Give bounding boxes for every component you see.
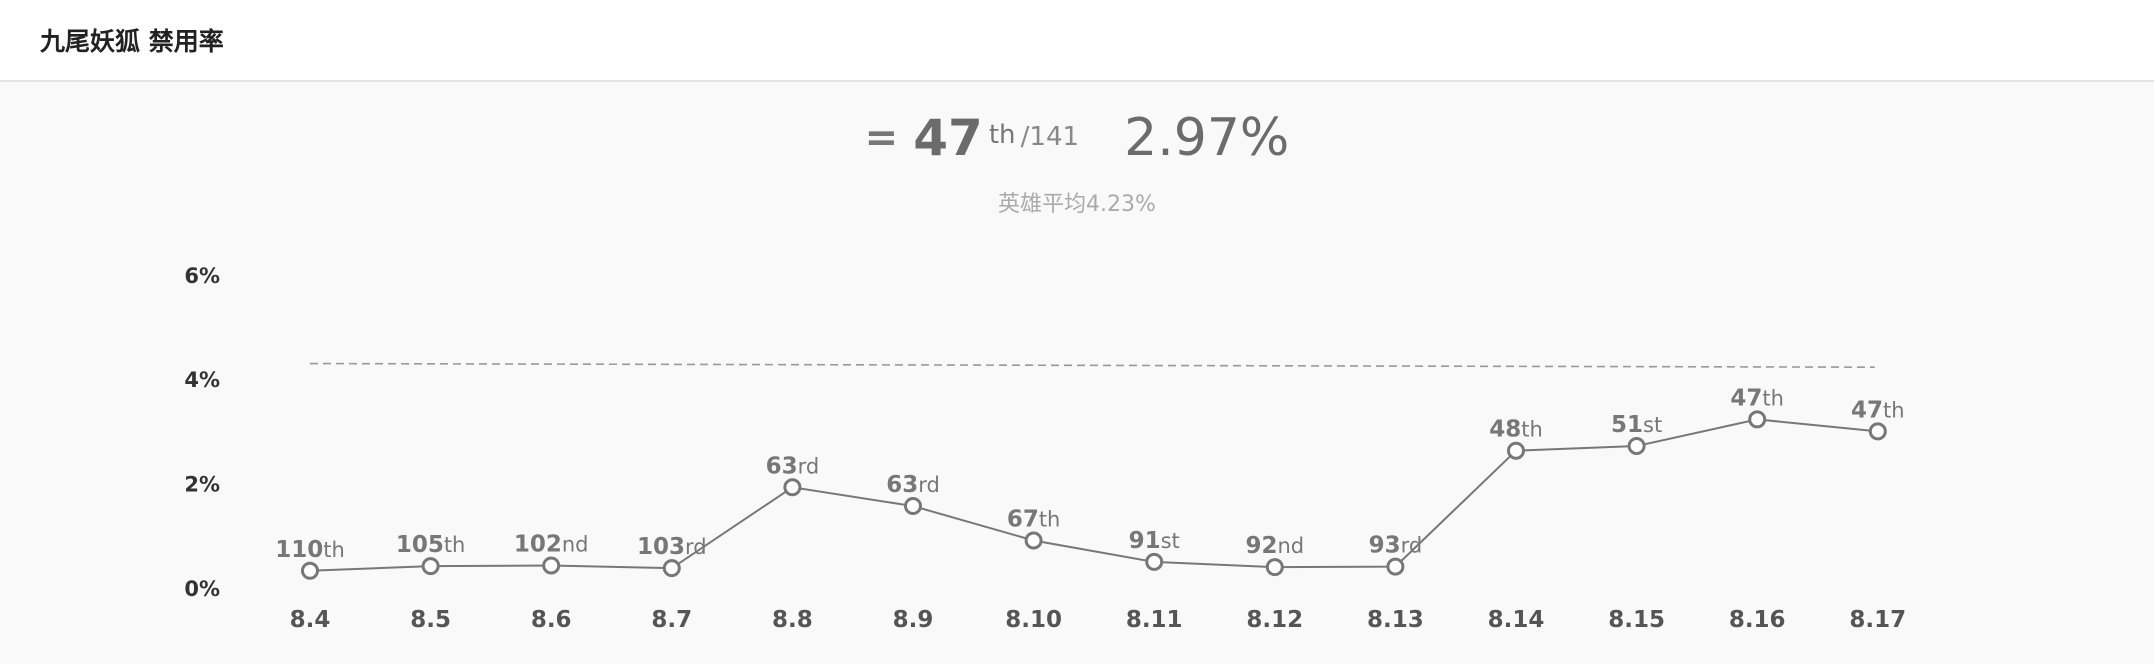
x-tick-label: 8.9 xyxy=(893,607,934,633)
y-tick-label: 2% xyxy=(184,473,220,497)
trend-indicator: = xyxy=(864,115,899,161)
data-point[interactable] xyxy=(1507,441,1525,460)
rank-label: 63rd xyxy=(766,453,820,479)
x-tick-label: 8.16 xyxy=(1729,607,1786,633)
data-point[interactable] xyxy=(1145,552,1164,571)
data-point[interactable] xyxy=(542,556,561,575)
data-point[interactable] xyxy=(1627,437,1646,456)
header-bar: 九尾妖狐 禁用率 xyxy=(0,0,2154,82)
page-title: 九尾妖狐 禁用率 xyxy=(40,27,224,56)
rank-label: 103rd xyxy=(637,534,707,560)
rank-total: /141 xyxy=(1020,122,1080,152)
data-point[interactable] xyxy=(1265,558,1284,577)
rank-label: 110th xyxy=(275,537,345,563)
x-tick-label: 8.7 xyxy=(651,607,692,633)
rank-label: 47th xyxy=(1851,397,1905,423)
x-tick-label: 8.10 xyxy=(1005,607,1062,633)
data-point[interactable] xyxy=(1868,422,1887,441)
x-tick-label: 8.17 xyxy=(1849,607,1906,633)
data-point[interactable] xyxy=(421,557,440,576)
x-tick-label: 8.5 xyxy=(410,607,451,633)
data-point[interactable] xyxy=(1386,557,1405,576)
rank-label: 105th xyxy=(396,532,466,558)
y-axis: 0% 2% 4% 6% xyxy=(184,264,220,601)
hero-average: 英雄平均4.23% xyxy=(998,192,1156,217)
data-point[interactable] xyxy=(783,478,802,497)
rank-suffix: th xyxy=(988,120,1016,150)
rank-label: 63rd xyxy=(886,472,940,498)
y-tick-label: 0% xyxy=(184,577,220,601)
rank-value: 47 xyxy=(913,109,983,167)
x-axis: 8.4 8.5 8.6 8.7 8.8 8.9 8.10 8.11 8.12 8.13 8.14 8.… xyxy=(290,607,1907,633)
average-line xyxy=(309,362,1875,368)
y-tick-label: 4% xyxy=(184,368,220,392)
rank-label: 91st xyxy=(1129,528,1180,554)
x-tick-label: 8.11 xyxy=(1126,607,1183,633)
series-polyline xyxy=(309,418,1878,572)
y-tick-label: 6% xyxy=(184,264,220,288)
rank-label: 93rd xyxy=(1369,533,1423,559)
x-tick-label: 8.14 xyxy=(1488,607,1545,633)
rank-label: 48th xyxy=(1489,417,1543,443)
data-point[interactable] xyxy=(1024,531,1043,550)
data-point[interactable] xyxy=(1748,410,1767,429)
series-line: 110th 105th 102nd 103rd 63rd 63rd 67th 91st 92nd… xyxy=(275,385,1905,580)
data-point[interactable] xyxy=(301,561,319,580)
x-tick-label: 8.12 xyxy=(1246,607,1303,633)
x-tick-label: 8.6 xyxy=(531,607,572,633)
data-point[interactable] xyxy=(904,497,922,516)
rank-label: 51st xyxy=(1611,412,1662,438)
rank-label: 92nd xyxy=(1245,533,1304,559)
rank-label: 67th xyxy=(1007,506,1061,532)
rank-label: 102nd xyxy=(514,532,589,558)
data-point[interactable] xyxy=(662,559,681,578)
x-tick-label: 8.4 xyxy=(290,607,331,633)
x-tick-label: 8.8 xyxy=(772,607,813,633)
x-tick-label: 8.15 xyxy=(1608,607,1665,633)
ban-rate-value: 2.97% xyxy=(1124,108,1290,168)
rank-label: 47th xyxy=(1730,385,1784,411)
x-tick-label: 8.13 xyxy=(1367,607,1424,633)
average-reference-line xyxy=(309,362,1875,368)
